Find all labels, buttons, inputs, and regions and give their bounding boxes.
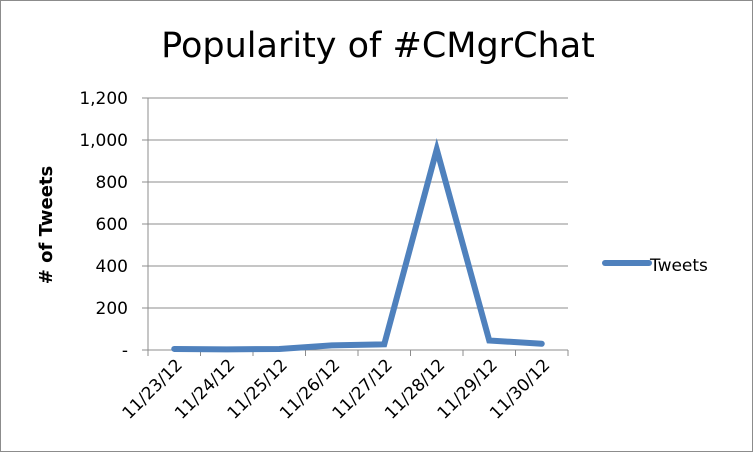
legend-label-tweets: Tweets	[649, 256, 708, 276]
x-tick-labels: 11/23/1211/24/1211/25/1211/26/1211/27/12…	[119, 355, 555, 423]
data-point	[276, 346, 282, 352]
y-tick-label: 200	[96, 299, 128, 319]
data-point	[381, 341, 387, 347]
series-line-tweets	[171, 138, 545, 353]
y-tick-labels: - 200 400 600 800 1,000 1,200	[79, 89, 128, 361]
y-tick-label: 1,200	[79, 89, 128, 109]
data-point	[486, 338, 492, 344]
legend: Tweets	[602, 256, 708, 276]
y-axis-title: # of Tweets	[36, 166, 57, 284]
data-point	[329, 342, 335, 348]
y-tick-label: 600	[96, 215, 128, 235]
y-tick-label: 400	[96, 257, 128, 277]
gridlines	[148, 97, 568, 309]
y-tick-label: 1,000	[79, 131, 128, 151]
data-point	[224, 346, 230, 352]
y-tick-label: 800	[96, 173, 128, 193]
data-point	[434, 146, 440, 152]
chart-title: Popularity of #CMgrChat	[161, 26, 595, 66]
axes	[142, 97, 569, 356]
series-lines	[171, 138, 545, 353]
data-point	[539, 341, 545, 347]
data-point	[171, 346, 177, 352]
y-tick-label: -	[122, 341, 128, 361]
